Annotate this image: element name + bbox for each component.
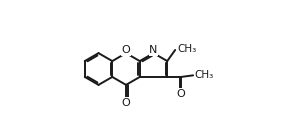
Text: O: O [177, 89, 185, 99]
Text: CH₃: CH₃ [195, 70, 214, 80]
Text: N: N [149, 45, 158, 55]
Text: O: O [122, 45, 130, 55]
Text: CH₃: CH₃ [177, 44, 197, 54]
Text: O: O [122, 98, 130, 108]
